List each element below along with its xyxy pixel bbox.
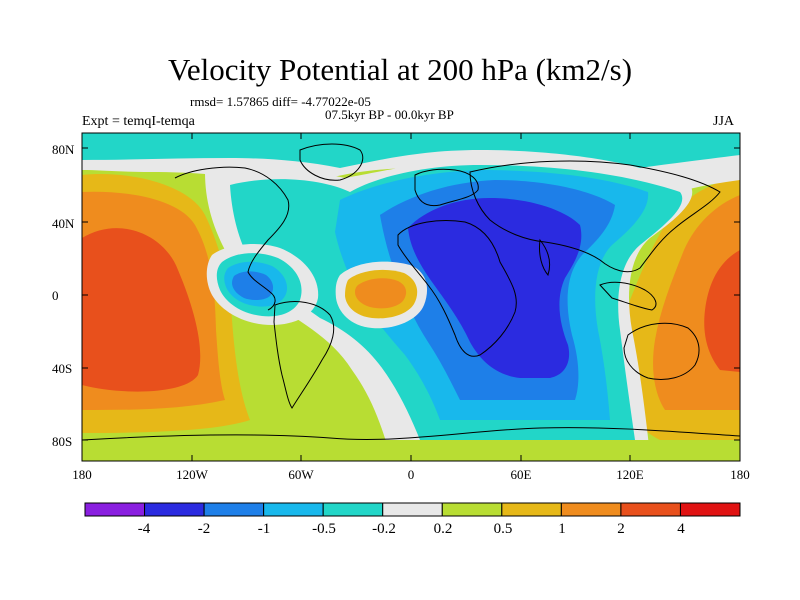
colorbar-swatch	[322, 502, 384, 517]
lat-label-80s: 80S	[52, 434, 73, 449]
coast-india	[539, 238, 551, 277]
coast-antarctica	[82, 427, 740, 441]
lon-label-60w: 60W	[288, 467, 314, 482]
axis-ticks	[81, 133, 741, 461]
coast-north-america	[174, 166, 290, 311]
colorbar-swatch	[263, 502, 324, 517]
coast-asia	[469, 160, 721, 273]
field-neg-4	[408, 198, 582, 378]
coast-africa	[397, 220, 517, 357]
colorbar-label: 0.5	[493, 521, 513, 537]
colorbar-label: 2	[617, 521, 625, 537]
coastlines	[82, 143, 740, 441]
colorbar-swatch	[501, 502, 562, 517]
field-neg-cyan-north	[82, 133, 740, 168]
coast-australia	[623, 322, 700, 380]
colorbar-swatch	[144, 502, 205, 517]
lat-label-40n: 40N	[52, 216, 75, 231]
field-pacific-e-3	[704, 250, 740, 372]
colorbar-label: -1	[257, 521, 271, 537]
lon-label-0: 0	[407, 467, 415, 482]
map-title: Velocity Potential at 200 hPa (km2/s)	[167, 52, 633, 87]
lat-label-eq: 0	[52, 288, 59, 303]
colorbar-swatch	[560, 502, 622, 517]
field-atl-2	[355, 278, 407, 309]
lon-label-60e: 60E	[510, 467, 532, 482]
colorbar-label: 0.2	[433, 521, 453, 537]
colorbar-label: -0.5	[312, 521, 336, 537]
colorbar-swatch	[84, 502, 146, 517]
lon-label-180w: 180	[72, 467, 92, 482]
lat-label-40s: 40S	[52, 361, 73, 376]
colorbar-swatch	[620, 502, 681, 517]
colorbar-swatch	[679, 502, 741, 517]
colorbar	[84, 502, 741, 517]
lon-label-120w: 120W	[176, 467, 208, 482]
colorbar-label: 4	[677, 521, 685, 537]
coast-south-america	[273, 301, 335, 409]
stats-text: rmsd= 1.57865 diff= -4.77022e-05	[190, 94, 371, 109]
colorbar-label: -0.2	[372, 521, 396, 537]
coast-indonesia	[599, 281, 657, 311]
colorbar-label: -2	[197, 521, 211, 537]
colorbar-swatch	[203, 502, 265, 517]
field-pacific-w-3	[82, 228, 201, 392]
colorbar-swatch	[441, 502, 503, 517]
contour-field	[82, 133, 740, 461]
colorbar-swatch	[382, 502, 443, 517]
experiment-label: Expt = temqI-temqa	[82, 114, 195, 129]
coast-europe	[414, 168, 479, 207]
period-text: 07.5kyr BP - 00.0kyr BP	[325, 107, 454, 122]
field-south-band	[82, 440, 740, 461]
lat-label-80n: 80N	[52, 142, 75, 157]
coast-greenland	[299, 143, 364, 181]
colorbar-label: -4	[137, 521, 151, 537]
lon-label-180e: 180	[730, 467, 750, 482]
lon-label-120e: 120E	[616, 467, 644, 482]
field-ca-3	[232, 271, 274, 301]
colorbar-label: 1	[558, 521, 566, 537]
season-label: JJA	[713, 114, 735, 129]
